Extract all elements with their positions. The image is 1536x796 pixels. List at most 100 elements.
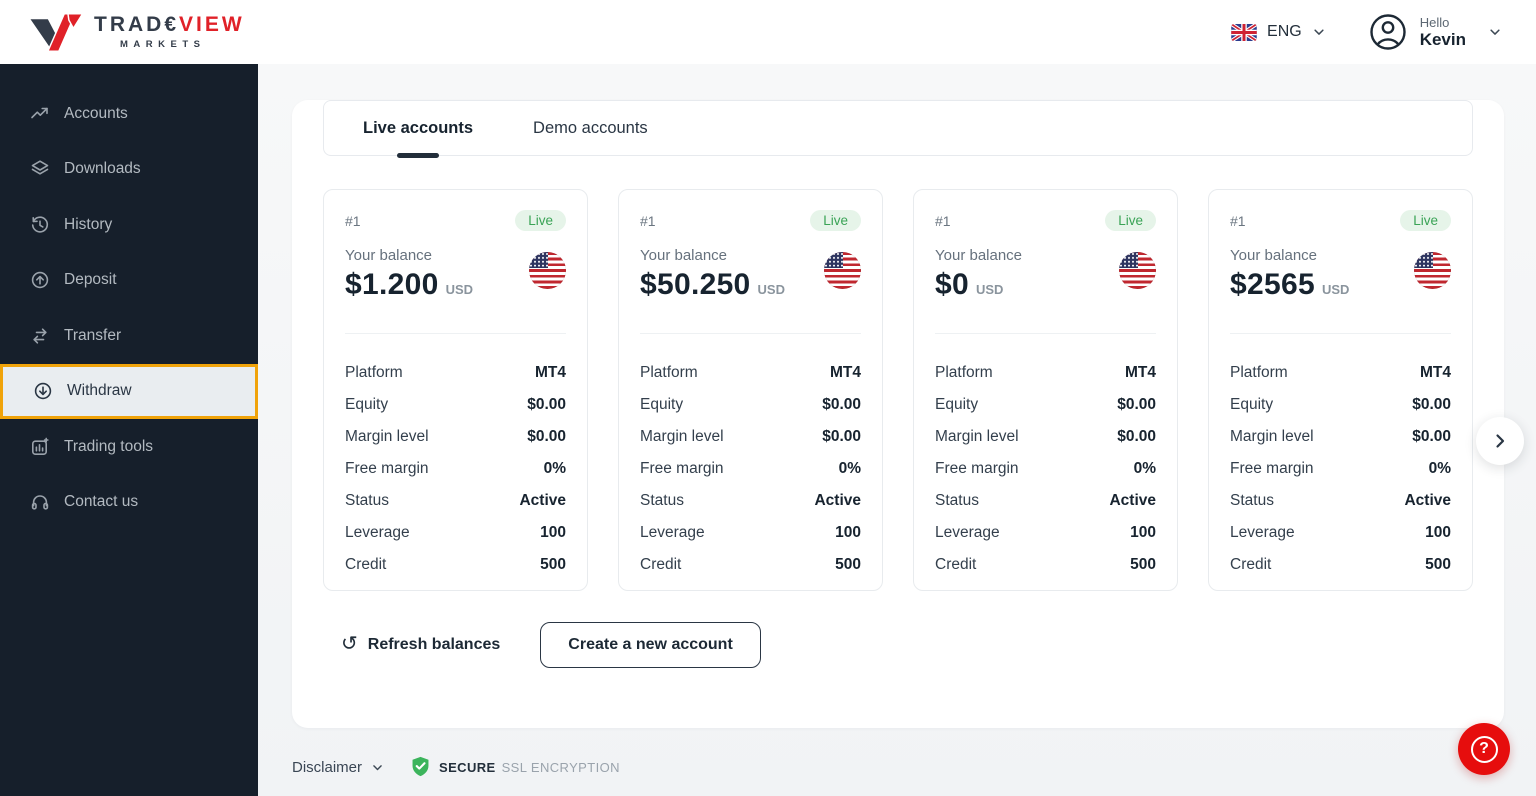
detail-value: Active bbox=[814, 492, 861, 509]
detail-value: MT4 bbox=[1125, 364, 1156, 381]
sidebar-item-label: Withdraw bbox=[67, 382, 132, 400]
detail-row-leverage: Leverage 100 bbox=[640, 517, 861, 549]
tab-demo-accounts[interactable]: Demo accounts bbox=[533, 101, 648, 155]
detail-label: Platform bbox=[1230, 364, 1288, 381]
detail-label: Platform bbox=[345, 364, 403, 381]
detail-label: Free margin bbox=[935, 460, 1019, 477]
secure-label: SECURE bbox=[439, 759, 496, 775]
sidebar-item-downloads[interactable]: Downloads bbox=[0, 142, 258, 198]
language-selector[interactable]: ENG bbox=[1231, 23, 1326, 41]
sidebar-item-label: Accounts bbox=[64, 104, 128, 122]
trending-up-icon bbox=[30, 104, 50, 124]
detail-row-credit: Credit 500 bbox=[345, 549, 566, 581]
detail-row-leverage: Leverage 100 bbox=[1230, 517, 1451, 549]
brand-logo[interactable]: TRAD€VIEW MARKETS bbox=[28, 11, 245, 53]
detail-value: 0% bbox=[543, 460, 566, 477]
sidebar-item-contact-us[interactable]: Contact us bbox=[0, 475, 258, 531]
detail-value: $0.00 bbox=[527, 396, 566, 413]
detail-label: Free margin bbox=[1230, 460, 1314, 477]
sidebar-item-withdraw[interactable]: Withdraw bbox=[0, 363, 258, 419]
question-mark-icon: ? bbox=[1470, 735, 1498, 763]
detail-row-platform: Platform MT4 bbox=[935, 357, 1156, 389]
detail-row-credit: Credit 500 bbox=[935, 549, 1156, 581]
detail-value: MT4 bbox=[830, 364, 861, 381]
tab-live-accounts[interactable]: Live accounts bbox=[363, 101, 473, 155]
avatar-icon bbox=[1368, 12, 1408, 52]
detail-row-platform: Platform MT4 bbox=[345, 357, 566, 389]
detail-row-status: Status Active bbox=[345, 485, 566, 517]
detail-row-margin-level: Margin level $0.00 bbox=[1230, 421, 1451, 453]
divider bbox=[1230, 333, 1451, 334]
detail-row-leverage: Leverage 100 bbox=[345, 517, 566, 549]
sidebar-item-accounts[interactable]: Accounts bbox=[0, 86, 258, 142]
sidebar-item-transfer[interactable]: Transfer bbox=[0, 308, 258, 364]
sidebar-item-history[interactable]: History bbox=[0, 197, 258, 253]
user-menu[interactable]: Hello Kevin bbox=[1368, 12, 1502, 52]
balance-value: $1.200 bbox=[345, 268, 439, 301]
account-cards: #1 Live Your balance $1.200 USD Platform MT4 Eq… bbox=[323, 189, 1473, 591]
divider bbox=[345, 333, 566, 334]
detail-label: Credit bbox=[345, 556, 387, 573]
divider bbox=[935, 333, 1156, 334]
detail-value: Active bbox=[519, 492, 566, 509]
chart-tools-icon bbox=[30, 437, 50, 457]
sidebar-item-trading-tools[interactable]: Trading tools bbox=[0, 419, 258, 475]
us-flag-icon bbox=[1414, 252, 1451, 289]
balance-value: $0 bbox=[935, 268, 969, 301]
balance-currency: USD bbox=[445, 282, 474, 297]
arrow-up-circle-icon bbox=[30, 270, 50, 290]
detail-value: 500 bbox=[540, 556, 566, 573]
account-number: #1 bbox=[345, 212, 361, 229]
detail-row-status: Status Active bbox=[1230, 485, 1451, 517]
detail-label: Margin level bbox=[1230, 428, 1314, 445]
carousel-next-button[interactable] bbox=[1476, 417, 1524, 465]
account-number: #1 bbox=[1230, 212, 1246, 229]
main-content: Live accounts Demo accounts #1 Live Your ba… bbox=[258, 64, 1536, 796]
detail-row-platform: Platform MT4 bbox=[640, 357, 861, 389]
account-card-4: #1 Live Your balance $2565 USD Platform MT4 Equ… bbox=[1208, 189, 1473, 591]
detail-row-free-margin: Free margin 0% bbox=[640, 453, 861, 485]
detail-value: $0.00 bbox=[527, 428, 566, 445]
disclaimer-toggle[interactable]: Disclaimer bbox=[292, 759, 384, 776]
detail-row-equity: Equity $0.00 bbox=[640, 389, 861, 421]
detail-label: Credit bbox=[640, 556, 682, 573]
help-button[interactable]: ? bbox=[1458, 723, 1510, 775]
detail-label: Equity bbox=[935, 396, 979, 413]
detail-label: Leverage bbox=[640, 524, 705, 541]
user-name: Kevin bbox=[1419, 29, 1466, 49]
detail-row-platform: Platform MT4 bbox=[1230, 357, 1451, 389]
balance-label: Your balance bbox=[935, 247, 1023, 264]
detail-row-credit: Credit 500 bbox=[640, 549, 861, 581]
detail-value: MT4 bbox=[535, 364, 566, 381]
top-header: TRAD€VIEW MARKETS ENG bbox=[0, 0, 1536, 64]
detail-label: Leverage bbox=[1230, 524, 1295, 541]
detail-row-free-margin: Free margin 0% bbox=[1230, 453, 1451, 485]
balance-label: Your balance bbox=[640, 247, 728, 264]
detail-row-credit: Credit 500 bbox=[1230, 549, 1451, 581]
sidebar-item-label: History bbox=[64, 215, 113, 233]
detail-label: Margin level bbox=[640, 428, 724, 445]
detail-value: 500 bbox=[835, 556, 861, 573]
headset-icon bbox=[30, 492, 50, 512]
arrow-down-circle-icon bbox=[33, 381, 53, 401]
detail-label: Leverage bbox=[345, 524, 410, 541]
brand-subtitle: MARKETS bbox=[120, 39, 206, 50]
detail-label: Equity bbox=[640, 396, 684, 413]
accounts-panel: Live accounts Demo accounts #1 Live Your ba… bbox=[292, 100, 1504, 728]
shield-check-icon bbox=[410, 756, 431, 778]
create-account-button[interactable]: Create a new account bbox=[540, 622, 761, 668]
detail-value: 500 bbox=[1425, 556, 1451, 573]
detail-label: Credit bbox=[935, 556, 977, 573]
detail-row-margin-level: Margin level $0.00 bbox=[935, 421, 1156, 453]
detail-row-status: Status Active bbox=[640, 485, 861, 517]
sidebar-item-label: Trading tools bbox=[64, 437, 154, 455]
detail-value: Active bbox=[1404, 492, 1451, 509]
refresh-balances-button[interactable]: ↺ Refresh balances bbox=[341, 633, 501, 655]
sidebar-item-deposit[interactable]: Deposit bbox=[0, 253, 258, 309]
detail-value: $0.00 bbox=[1412, 428, 1451, 445]
detail-value: 0% bbox=[1133, 460, 1156, 477]
sidebar-item-label: Downloads bbox=[64, 160, 141, 178]
brand-name: TRAD€VIEW bbox=[94, 13, 245, 36]
account-card-1: #1 Live Your balance $1.200 USD Platform MT4 Eq… bbox=[323, 189, 588, 591]
detail-label: Free margin bbox=[640, 460, 724, 477]
